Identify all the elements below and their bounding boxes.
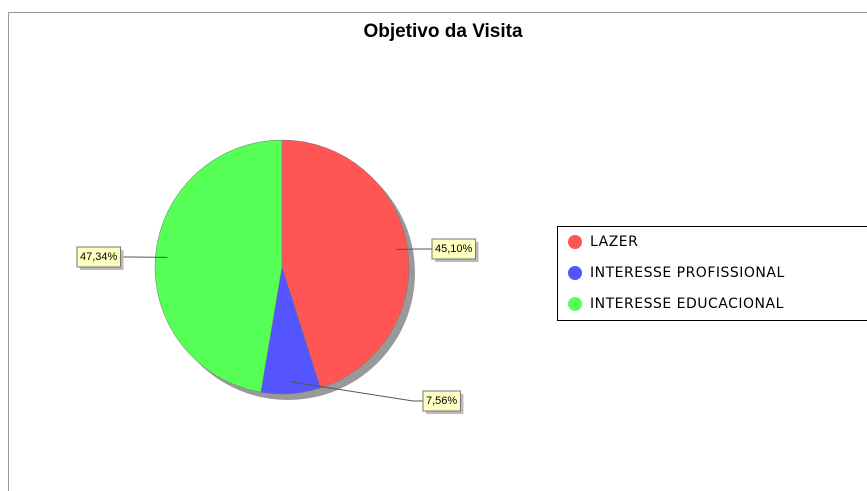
legend-box	[557, 226, 867, 321]
legend-label: LAZER	[590, 234, 638, 250]
pie-slice	[154, 139, 283, 393]
legend-marker	[568, 235, 582, 249]
label-box	[422, 390, 461, 412]
label-link	[290, 381, 423, 402]
slice-label: 7,56%	[426, 395, 457, 407]
slice-label: 47,34%	[80, 251, 118, 263]
chart-title: Objetivo da Visita	[363, 21, 523, 42]
legend-label: INTERESSE PROFISSIONAL	[590, 265, 785, 281]
slice-label-group: 7,56%	[422, 390, 464, 414]
slice-label: 45,10%	[435, 243, 473, 255]
label-box	[431, 238, 477, 260]
legend-marker	[568, 297, 582, 311]
pie-slice	[281, 139, 410, 389]
slice-label-group: 45,10%	[431, 238, 479, 262]
legend-marker	[568, 266, 582, 280]
slice-label-group: 47,34%	[76, 246, 124, 270]
label-box	[76, 246, 122, 268]
legend-label: INTERESSE EDUCACIONAL	[590, 296, 784, 312]
